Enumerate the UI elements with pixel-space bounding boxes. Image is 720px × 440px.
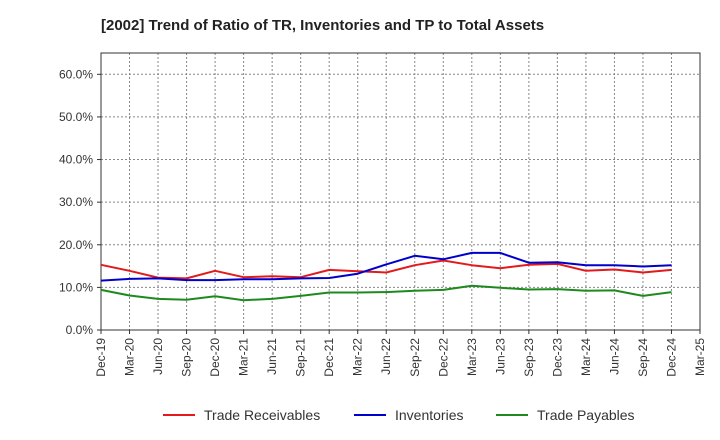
series-lines xyxy=(100,251,672,302)
x-tick-label: Jun-23 xyxy=(493,338,507,375)
x-tick-label: Mar-23 xyxy=(465,338,479,376)
y-axis: 0.0% 10.0% 20.0% 30.0% 40.0% 50.0% 60.0% xyxy=(59,67,101,337)
x-tick-label: Jun-24 xyxy=(607,338,621,375)
x-tick-label: Sep-22 xyxy=(408,338,422,377)
x-tick-label: Mar-21 xyxy=(237,338,251,376)
x-tick-label: Jun-22 xyxy=(379,338,393,375)
y-tick-label: 30.0% xyxy=(59,195,93,209)
x-tick-label: Dec-21 xyxy=(322,338,336,377)
series-line-trade-receivables xyxy=(100,259,672,280)
x-tick-label: Jun-20 xyxy=(151,338,165,375)
x-tick-label: Sep-20 xyxy=(180,338,194,377)
x-tick-label: Sep-21 xyxy=(294,338,308,377)
x-tick-label: Dec-24 xyxy=(664,338,678,377)
plot-frame xyxy=(100,52,701,331)
x-tick-label: Dec-20 xyxy=(208,338,222,377)
y-tick-label: 60.0% xyxy=(59,67,93,81)
y-tick-label: 40.0% xyxy=(59,153,93,167)
x-tick-label: Sep-23 xyxy=(522,338,536,377)
series-line-inventories xyxy=(100,251,672,282)
x-tick-label: Dec-19 xyxy=(94,338,108,377)
y-tick-label: 10.0% xyxy=(59,280,93,294)
x-tick-label: Sep-24 xyxy=(636,338,650,377)
y-tick-label: 0.0% xyxy=(66,323,94,337)
legend-label-trade-receivables: Trade Receivables xyxy=(204,407,320,423)
x-tick-label: Dec-22 xyxy=(436,338,450,377)
x-axis: Dec-19 Mar-20 Jun-20 Sep-20 Dec-20 Mar-21 Jun-… xyxy=(94,330,707,377)
x-tick-label: Dec-23 xyxy=(550,338,564,377)
legend-label-trade-payables: Trade Payables xyxy=(537,407,635,423)
legend: Trade Receivables Inventories Trade Payabl… xyxy=(163,407,635,423)
x-tick-label: Mar-25 xyxy=(693,338,707,376)
chart-title: [2002] Trend of Ratio of TR, Inventories… xyxy=(101,17,544,34)
x-tick-label: Mar-24 xyxy=(579,338,593,376)
series-line-trade-payables xyxy=(100,284,672,302)
legend-label-inventories: Inventories xyxy=(395,407,463,423)
x-tick-label: Jun-21 xyxy=(265,338,279,375)
grid xyxy=(101,53,700,330)
x-tick-label: Mar-22 xyxy=(351,338,365,376)
y-tick-label: 50.0% xyxy=(59,110,93,124)
x-tick-label: Mar-20 xyxy=(123,338,137,376)
y-tick-label: 20.0% xyxy=(59,238,93,252)
